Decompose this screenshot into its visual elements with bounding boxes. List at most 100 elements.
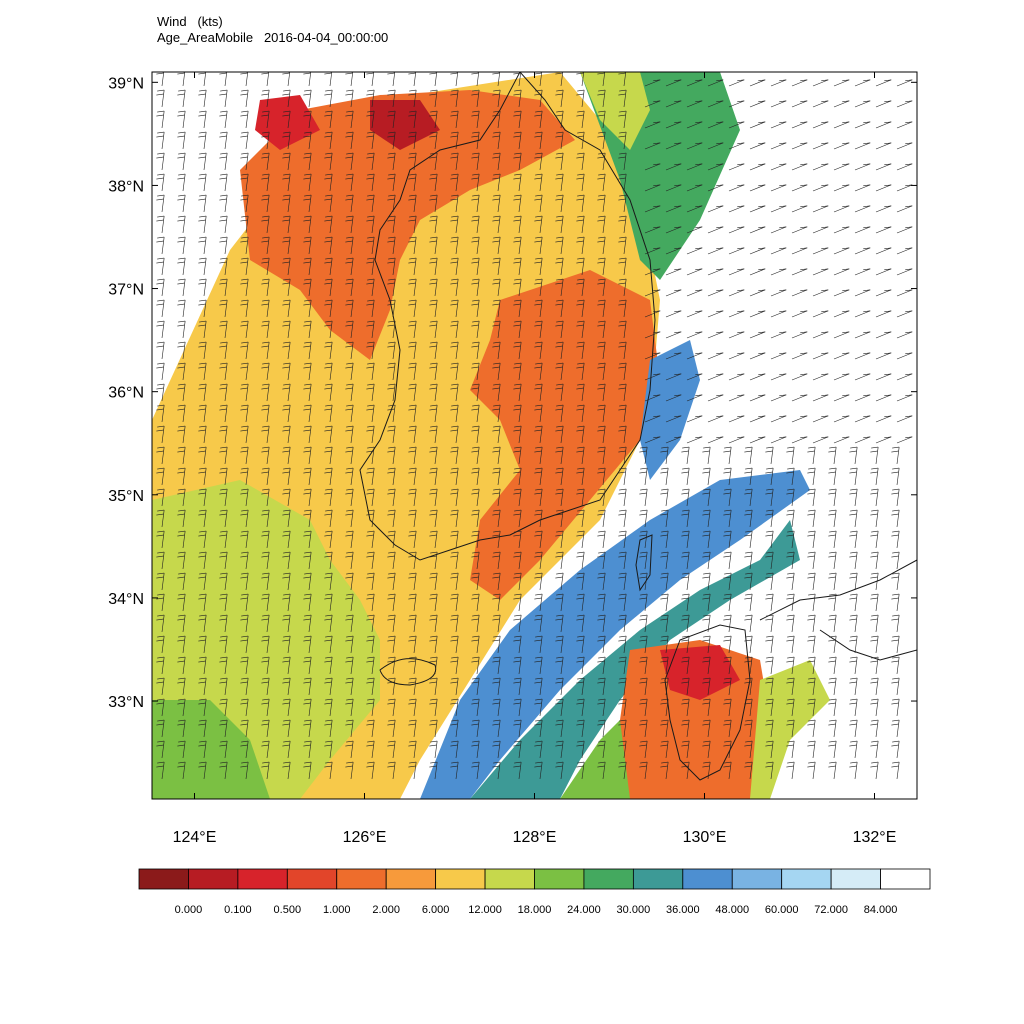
wind-barb [429,677,438,696]
wind-barb [749,226,766,234]
wind-barb [450,572,459,591]
wind-barb [576,89,585,108]
wind-barb [660,572,669,591]
wind-barb [807,656,816,675]
wind-barb [896,373,913,381]
wind-barb [744,530,753,549]
wind-barb [660,509,669,528]
wind-barb [534,530,543,549]
wind-barb [240,488,249,507]
wind-barb [219,488,228,507]
wind-barb [555,173,564,192]
colorbar-swatch [534,868,585,890]
wind-barb [492,698,501,717]
wind-barb [387,72,396,87]
wind-barb [686,184,703,192]
colorbar-swatch [435,868,486,890]
wind-barb [534,278,543,297]
wind-barb [896,415,913,423]
wind-barb [429,614,438,633]
wind-barb [387,404,396,423]
wind-barb [345,593,354,612]
wind-barb [387,467,396,486]
wind-barb [282,72,291,87]
wind-barb [786,593,795,612]
lon-label: 132°E [853,829,897,846]
wind-barb [198,677,207,696]
wind-barb [723,572,732,591]
wind-barb [345,278,354,297]
wind-barb [450,89,459,108]
wind-barb [765,509,774,528]
wind-barb [240,635,249,654]
wind-barb [471,194,480,213]
colorbar-swatch [484,868,535,890]
wind-barb [875,394,892,402]
colorbar-swatch [188,868,239,890]
wind-barb [665,289,682,297]
wind-barb [303,740,312,759]
wind-barb [770,331,787,339]
wind-barb [770,268,787,276]
wind-barb [429,698,438,717]
wind-barb [702,698,711,717]
wind-barb [812,121,829,129]
wind-barb [408,320,417,339]
wind-barb [240,530,249,549]
wind-barb [849,572,858,591]
wind-barb [534,677,543,696]
colorbar-label: 6.000 [422,904,450,916]
wind-barb [875,121,892,129]
wind-barb [728,373,745,381]
wind-barb [896,247,913,255]
wind-barb [492,194,501,213]
wind-barb [282,530,291,549]
wind-barb [471,320,480,339]
wind-barb [177,488,186,507]
wind-barb [240,131,249,150]
wind-barb [177,173,186,192]
wind-barb [807,698,816,717]
wind-barb [665,100,682,108]
wind-barbs [156,72,913,780]
wind-barb [471,404,480,423]
wind-barb [576,740,585,759]
wind-barb [387,530,396,549]
wind-barb [786,551,795,570]
wind-barb [576,677,585,696]
wind-barb [408,236,417,255]
wind-barb [728,121,745,129]
wind-barb [833,268,850,276]
wind-barb [408,131,417,150]
wind-barb [807,593,816,612]
wind-barb [891,677,900,696]
wind-barb [471,593,480,612]
wind-barb [660,761,669,780]
wind-barb [366,509,375,528]
wind-barb [513,89,522,108]
wind-barb [408,656,417,675]
wind-barb [261,530,270,549]
wind-barb [618,72,627,87]
wind-barb [492,215,501,234]
wind-barb [345,194,354,213]
wind-barb [282,719,291,738]
wind-barb [513,593,522,612]
wind-barb [681,635,690,654]
wind-barb [681,614,690,633]
wind-barb [492,257,501,276]
wind-barb [555,761,564,780]
wind-barb [429,383,438,402]
colorbar-label: 72.000 [814,904,848,916]
wind-barb [896,100,913,108]
wind-barb [282,131,291,150]
wind-barb [261,740,270,759]
wind-barb [534,404,543,423]
wind-barb [597,383,606,402]
wind-barb [744,488,753,507]
wind-barb [240,299,249,318]
wind-barb [471,530,480,549]
wind-barb [807,677,816,696]
wind-barb [156,257,165,276]
wind-barb [429,635,438,654]
